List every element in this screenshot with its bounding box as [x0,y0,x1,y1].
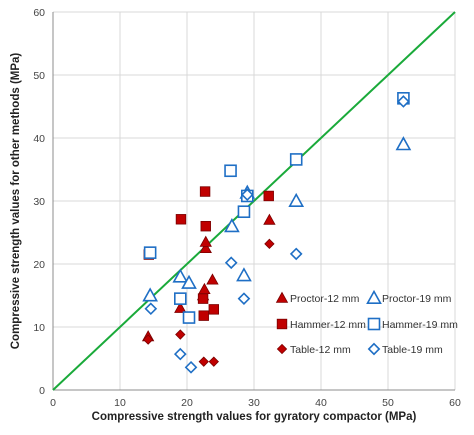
legend-label: Hammer-19 mm [382,319,458,331]
x-axis-label: Compressive strength values for gyratory… [92,411,417,423]
legend-marker [276,343,288,355]
x-tick-label: 10 [114,397,126,409]
data-point [143,246,157,259]
data-point [198,282,211,295]
data-point [236,267,252,282]
x-tick-label: 0 [50,397,56,409]
data-point [174,292,187,305]
y-tick-label: 50 [33,70,45,82]
data-point [208,356,219,367]
data-point [289,247,303,261]
data-point [224,256,238,270]
y-tick-label: 40 [33,133,45,145]
x-tick-label: 30 [248,397,260,409]
y-tick-label: 60 [33,7,45,19]
y-tick-label: 10 [33,322,45,334]
data-point [175,214,187,225]
y-tick-label: 30 [33,196,45,208]
data-point [144,302,158,316]
legend-marker [367,317,381,331]
data-point [182,311,196,324]
x-tick-label: 60 [449,397,461,409]
data-point [224,218,240,233]
data-point [172,268,189,283]
data-point [264,238,275,250]
legend-label: Proctor-12 mm [290,293,360,305]
y-tick-label: 0 [39,385,45,397]
data-point [181,274,197,289]
legend-marker [366,289,382,305]
data-point [224,164,237,178]
x-tick-label: 20 [181,397,193,409]
data-point [198,310,209,321]
y-axis-label: Compressive strength values for other me… [10,53,22,350]
legend-marker [367,342,381,356]
y-tick-label: 20 [33,259,45,271]
legend-marker [276,318,288,330]
data-point [197,293,209,304]
equality-line [52,11,456,391]
data-point [395,136,412,151]
data-point [397,95,410,108]
data-point [173,347,187,361]
data-point [184,360,198,374]
data-point [288,192,305,207]
data-point [206,273,219,285]
data-point [237,292,251,305]
legend-marker [275,291,289,303]
legend-label: Table-12 mm [290,344,351,356]
data-point [289,153,303,166]
data-point [175,329,186,340]
data-point [198,356,209,367]
data-point [240,188,254,202]
x-tick-label: 40 [315,397,327,409]
data-point [200,220,211,232]
data-point [237,205,251,219]
legend-label: Proctor-19 mm [382,293,452,305]
data-point [199,235,212,247]
data-point [142,334,154,345]
data-point [174,301,187,313]
data-point [142,287,159,302]
data-point [208,304,220,315]
data-point [263,213,276,225]
legend-label: Table-19 mm [382,344,443,356]
data-point [199,186,211,197]
data-point [199,241,212,254]
data-point [263,190,274,202]
x-tick-label: 50 [382,397,394,409]
legend-label: Hammer-12 mm [290,319,366,331]
